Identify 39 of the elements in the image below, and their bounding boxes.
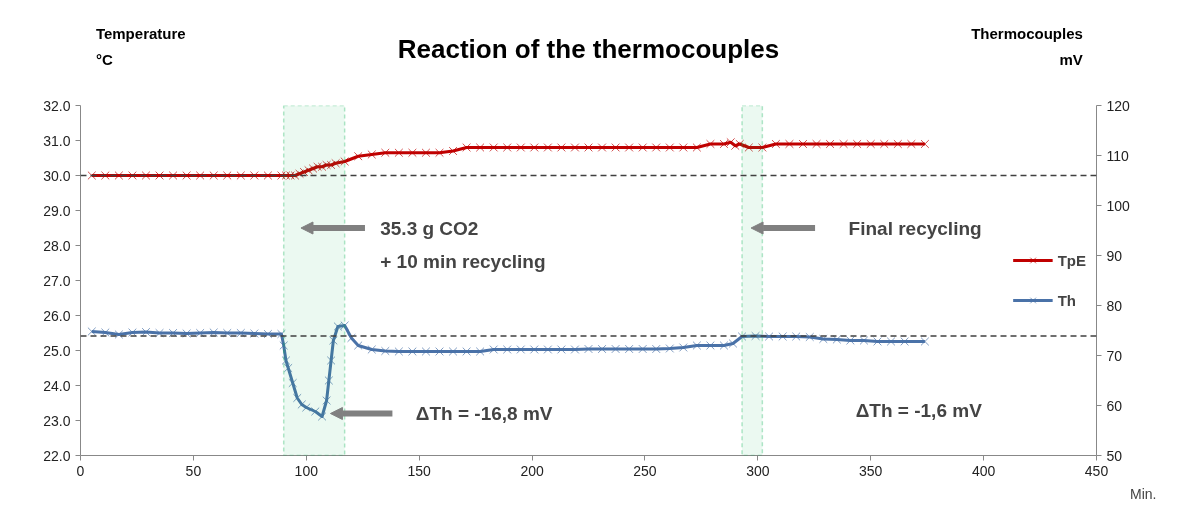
- y-tick-label: 25.0: [43, 342, 71, 359]
- x-tick-label: 400: [971, 462, 996, 479]
- y2-tick-label: 100: [1106, 197, 1131, 214]
- y-tick-label: 28.0: [43, 237, 71, 254]
- y2-tick-label: 70: [1106, 347, 1123, 364]
- y-axis-title: Temperature °C: [95, 25, 186, 68]
- annotation: Final recycling: [848, 217, 982, 239]
- x-tick-label: 350: [859, 462, 883, 479]
- y2-tick-label: 110: [1106, 147, 1130, 164]
- x-axis-title: Min.: [1130, 485, 1157, 502]
- x-tick-label: 250: [633, 462, 657, 479]
- y-tick-label: 23.0: [43, 412, 71, 429]
- y-tick-label: 32.0: [43, 97, 71, 114]
- y-tick-label: 29.0: [43, 202, 71, 219]
- y2-tick-label: 50: [1106, 447, 1123, 464]
- annotation: ΔTh = -16,8 mV: [415, 403, 553, 424]
- x-tick-label: 100: [294, 462, 319, 479]
- y2-axis-title: Thermocouples mV: [971, 25, 1083, 68]
- legend-label: Th: [1057, 291, 1077, 309]
- y-tick-label: 22.0: [43, 447, 71, 464]
- x-tick-label: 200: [520, 462, 544, 479]
- y2-tick-label: 80: [1106, 297, 1123, 314]
- x-tick-label: 150: [407, 462, 432, 479]
- x-tick-label: 450: [1084, 462, 1109, 479]
- y-tick-label: 27.0: [43, 272, 71, 289]
- chart-title: Reaction of the thermocouples: [397, 33, 780, 64]
- x-tick-label: 300: [746, 462, 770, 479]
- y2-tick-label: 120: [1106, 97, 1131, 114]
- y-tick-label: 30.0: [43, 167, 71, 184]
- annotation: ΔTh = -1,6 mV: [855, 399, 983, 421]
- x-tick-label: 50: [185, 462, 202, 479]
- legend-label: TpE: [1057, 251, 1086, 269]
- y-tick-label: 26.0: [43, 307, 71, 324]
- y-tick-label: 24.0: [43, 377, 71, 394]
- y2-tick-label: 90: [1106, 247, 1123, 264]
- y-tick-label: 31.0: [43, 132, 71, 149]
- x-tick-label: 0: [76, 462, 85, 479]
- annotation: 35.3 g CO2 + 10 min recycling: [380, 217, 546, 273]
- y2-tick-label: 60: [1106, 397, 1123, 414]
